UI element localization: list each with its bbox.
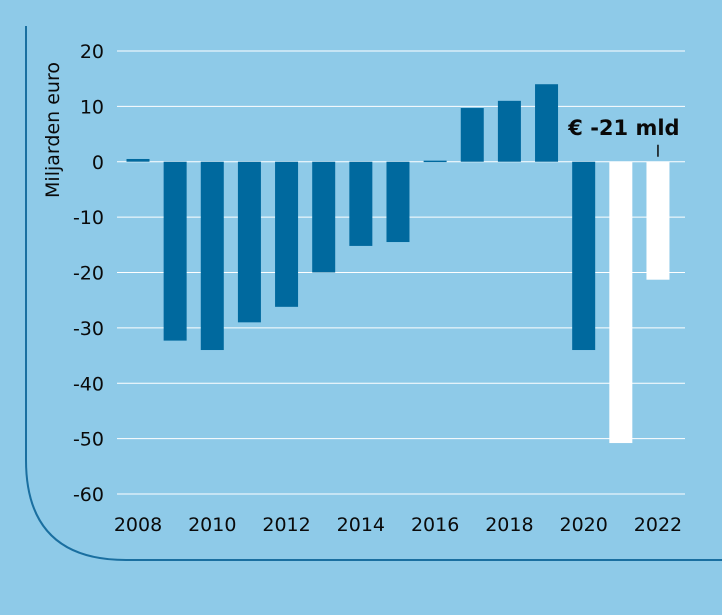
x-tick-label: 2022 <box>634 514 682 536</box>
y-tick-label: -20 <box>73 263 104 285</box>
y-tick-label: -40 <box>73 373 104 395</box>
bar-2010 <box>200 161 224 351</box>
bar-2016 <box>423 160 447 163</box>
x-tick-label: 2016 <box>411 514 459 536</box>
y-axis-ticks: 20 10 0 -10 -20 -30 -40 -50 -60 <box>73 41 104 506</box>
bar-2020 <box>572 161 596 351</box>
bar-2009 <box>163 161 187 341</box>
x-axis-ticks: 2008 2010 2012 2014 2016 2018 2020 2022 <box>114 514 682 536</box>
y-tick-label: -30 <box>73 318 104 340</box>
x-tick-label: 2010 <box>188 514 236 536</box>
y-tick-label: 10 <box>80 96 104 118</box>
y-tick-label: -10 <box>73 207 104 229</box>
bar-2018 <box>497 100 521 162</box>
bar-2015 <box>386 161 410 243</box>
y-tick-label: 0 <box>92 152 104 174</box>
bar-2022 <box>646 161 670 280</box>
bar-2011 <box>237 161 261 323</box>
y-tick-label: 20 <box>80 41 104 63</box>
bar-2017 <box>460 108 484 162</box>
bars <box>126 84 670 444</box>
bar-2013 <box>312 161 336 273</box>
bar-2014 <box>349 161 373 246</box>
y-tick-label: -60 <box>73 484 104 506</box>
bar-2012 <box>275 161 299 307</box>
y-tick-label: -50 <box>73 429 104 451</box>
chart-frame <box>25 26 722 561</box>
bar-2008 <box>126 158 150 162</box>
annotation-label: € -21 mld <box>567 116 679 140</box>
bar-2021 <box>609 161 633 444</box>
x-tick-label: 2012 <box>262 514 310 536</box>
x-tick-label: 2008 <box>114 514 162 536</box>
y-axis-label: Miljarden euro <box>42 62 64 198</box>
bar-2019 <box>535 84 559 162</box>
x-tick-label: 2020 <box>560 514 608 536</box>
x-tick-label: 2018 <box>485 514 533 536</box>
x-tick-label: 2014 <box>337 514 385 536</box>
